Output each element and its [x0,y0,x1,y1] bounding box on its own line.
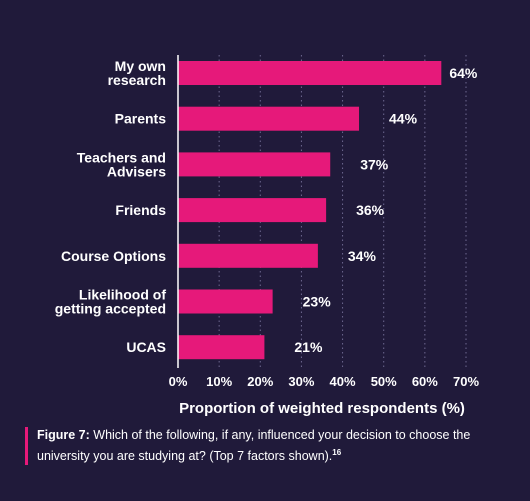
data-label: 36% [356,202,385,218]
data-label: 37% [360,156,389,172]
x-tick-label: 40% [330,374,356,389]
figure-caption: Figure 7: Which of the following, if any… [25,427,515,466]
category-label: Friends [115,202,166,218]
bar [178,106,360,131]
bar-chart: My own research 64% Parents 44% Teachers and A… [55,55,479,417]
x-tick-label: 70% [453,374,479,389]
x-tick-label: 10% [206,374,232,389]
category-label: My own research [108,58,166,88]
category-label: UCAS [126,339,166,355]
caption-text: Which of the following, if any, influenc… [37,428,471,464]
data-label: 44% [389,111,418,127]
x-tick-label: 50% [371,374,397,389]
data-label: 64% [449,65,478,81]
bar [178,198,327,223]
data-label: 21% [294,339,323,355]
x-tick-label: 0% [169,374,188,389]
x-tick-label: 30% [288,374,314,389]
caption-accent-bar [25,427,28,466]
category-label: Teachers and Advisers [77,149,166,179]
data-label: 23% [303,294,332,310]
figure-label: Figure 7: [37,428,90,442]
category-label: Parents [115,111,167,127]
data-label: 34% [348,248,377,264]
bar [178,152,331,177]
bar [178,335,265,360]
x-axis-title: Proportion of weighted respondents (%) [179,400,465,417]
x-tick-label: 60% [412,374,438,389]
bar [178,243,318,268]
category-label: Course Options [61,248,166,264]
x-tick-label: 20% [247,374,273,389]
bar [178,289,273,314]
caption-footnote: 16 [332,448,342,457]
caption-text-block: Figure 7: Which of the following, if any… [37,427,515,465]
bar [178,61,442,85]
category-label: Likelihood of getting accepted [55,287,167,317]
